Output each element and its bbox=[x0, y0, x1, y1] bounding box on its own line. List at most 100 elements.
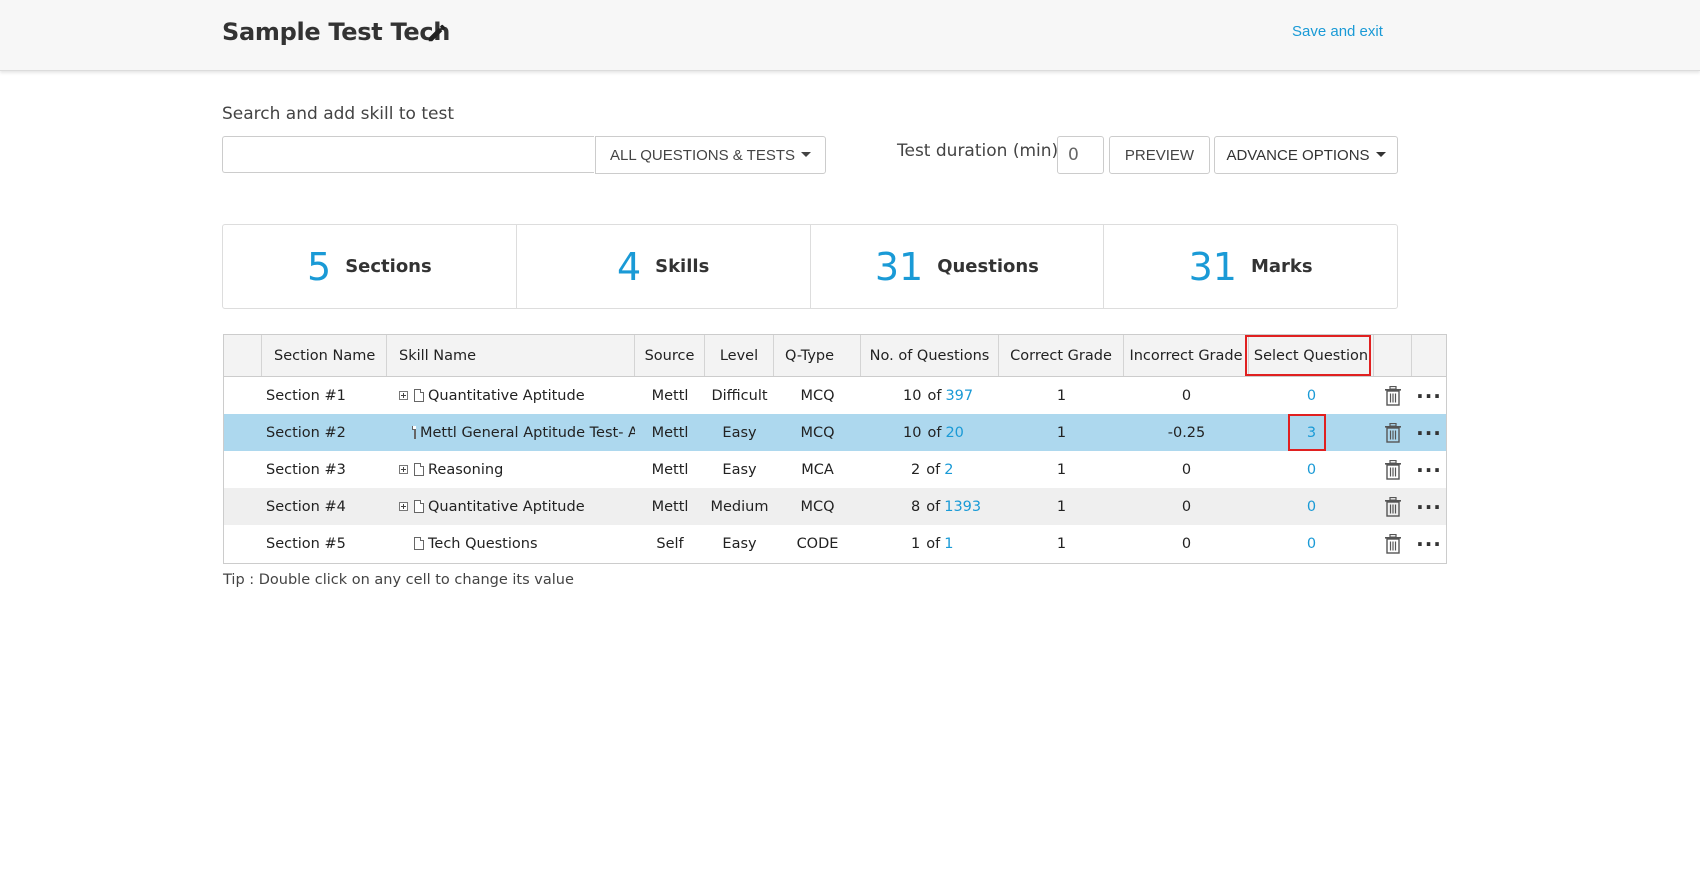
delete-row-button[interactable] bbox=[1374, 525, 1412, 562]
q-type-cell[interactable]: MCQ bbox=[800, 387, 835, 404]
level-cell[interactable]: Difficult bbox=[711, 387, 768, 404]
more-options-button[interactable]: ··· bbox=[1412, 488, 1446, 525]
select-question-link[interactable]: 3 bbox=[1306, 424, 1317, 441]
level-cell[interactable]: Easy bbox=[722, 424, 757, 441]
delete-row-button[interactable] bbox=[1374, 377, 1412, 414]
correct-grade-cell[interactable]: 1 bbox=[1056, 424, 1067, 441]
select-question-link[interactable]: 0 bbox=[1306, 461, 1317, 478]
question-count-cell[interactable]: 8 of 1393 bbox=[861, 488, 999, 525]
expand-plus-icon[interactable] bbox=[399, 502, 408, 511]
source-cell[interactable]: Mettl bbox=[651, 498, 689, 515]
table-row[interactable]: Section #1 Quantitative Aptitude Mettl D… bbox=[224, 377, 1446, 414]
skill-name: Reasoning bbox=[428, 461, 504, 478]
q-type-cell[interactable]: MCQ bbox=[800, 424, 835, 441]
stat-label: Skills bbox=[655, 256, 710, 277]
more-options-button[interactable]: ··· bbox=[1412, 377, 1446, 414]
expand-plus-icon[interactable] bbox=[399, 465, 408, 474]
question-filter-dropdown[interactable]: ALL QUESTIONS & TESTS bbox=[595, 136, 826, 174]
q-type-cell[interactable]: MCQ bbox=[800, 498, 835, 515]
total-questions-link[interactable]: 1393 bbox=[944, 498, 982, 515]
more-dots-icon: ··· bbox=[1416, 494, 1442, 519]
pencil-edit-icon[interactable] bbox=[426, 22, 448, 44]
incorrect-grade-cell[interactable]: 0 bbox=[1181, 535, 1192, 552]
stat-value: 31 bbox=[1188, 244, 1237, 289]
correct-grade-cell[interactable]: 1 bbox=[1056, 498, 1067, 515]
skill-name-cell[interactable]: Mettl General Aptitude Test- Advanced bbox=[399, 414, 635, 451]
incorrect-grade-cell[interactable]: 0 bbox=[1181, 387, 1192, 404]
question-count-cell[interactable]: 1 of 1 bbox=[861, 525, 999, 562]
skill-search-input[interactable] bbox=[222, 136, 594, 173]
document-icon bbox=[414, 500, 424, 513]
q-type-cell[interactable]: CODE bbox=[796, 535, 839, 552]
incorrect-grade-cell[interactable]: 0 bbox=[1181, 461, 1192, 478]
more-options-button[interactable]: ··· bbox=[1412, 451, 1446, 488]
header-source[interactable]: Source bbox=[635, 335, 705, 376]
question-count-cell[interactable]: 10 of 397 bbox=[861, 377, 999, 414]
correct-grade-cell[interactable]: 1 bbox=[1056, 535, 1067, 552]
level-cell[interactable]: Medium bbox=[710, 498, 769, 515]
level-cell[interactable]: Easy bbox=[722, 461, 757, 478]
sections-grid: Section Name Skill Name Source Level Q-T… bbox=[223, 334, 1447, 564]
incorrect-grade-cell[interactable]: -0.25 bbox=[1167, 424, 1206, 441]
table-row[interactable]: Section #5 Tech Questions Self Easy CODE… bbox=[224, 525, 1446, 562]
skill-name-cell[interactable]: Reasoning bbox=[399, 451, 635, 488]
select-question-link[interactable]: 0 bbox=[1306, 535, 1317, 552]
document-icon bbox=[412, 426, 416, 439]
section-name-cell[interactable]: Section #1 bbox=[266, 387, 346, 404]
more-options-button[interactable]: ··· bbox=[1412, 414, 1446, 451]
skill-name-cell[interactable]: Tech Questions bbox=[399, 525, 635, 562]
incorrect-grade-cell[interactable]: 0 bbox=[1181, 498, 1192, 515]
header-incorrect-grade[interactable]: Incorrect Grade bbox=[1124, 335, 1249, 376]
q-type-cell[interactable]: MCA bbox=[801, 461, 834, 478]
header-no-of-questions[interactable]: No. of Questions bbox=[861, 335, 999, 376]
header-select-question[interactable]: Select Question bbox=[1249, 335, 1374, 376]
trash-icon bbox=[1385, 385, 1401, 406]
source-cell[interactable]: Mettl bbox=[651, 387, 689, 404]
source-cell[interactable]: Self bbox=[656, 535, 684, 552]
question-count-cell[interactable]: 10 of 20 bbox=[861, 414, 999, 451]
advance-options-label: ADVANCE OPTIONS bbox=[1226, 146, 1370, 164]
advance-options-button[interactable]: ADVANCE OPTIONS bbox=[1214, 136, 1398, 174]
skill-name: Quantitative Aptitude bbox=[428, 387, 585, 404]
section-name-cell[interactable]: Section #5 bbox=[266, 535, 346, 552]
filter-dropdown-label: ALL QUESTIONS & TESTS bbox=[609, 146, 796, 164]
preview-button[interactable]: PREVIEW bbox=[1109, 136, 1210, 174]
delete-row-button[interactable] bbox=[1374, 488, 1412, 525]
correct-grade-cell[interactable]: 1 bbox=[1056, 387, 1067, 404]
test-duration-input[interactable] bbox=[1057, 136, 1104, 174]
table-row[interactable]: Section #4 Quantitative Aptitude Mettl M… bbox=[224, 488, 1446, 525]
more-options-button[interactable]: ··· bbox=[1412, 525, 1446, 562]
save-and-exit-link[interactable]: Save and exit bbox=[1292, 23, 1383, 40]
of-label: of bbox=[926, 535, 941, 552]
stat-value: 5 bbox=[307, 244, 332, 289]
stat-skills: 4 Skills bbox=[517, 225, 811, 308]
total-questions-link[interactable]: 1 bbox=[944, 535, 954, 552]
header-skill-name[interactable]: Skill Name bbox=[387, 335, 635, 376]
total-questions-link[interactable]: 2 bbox=[944, 461, 954, 478]
skill-name-cell[interactable]: Quantitative Aptitude bbox=[399, 488, 635, 525]
source-cell[interactable]: Mettl bbox=[651, 424, 689, 441]
source-cell[interactable]: Mettl bbox=[651, 461, 689, 478]
section-name-cell[interactable]: Section #2 bbox=[266, 424, 346, 441]
select-question-link[interactable]: 0 bbox=[1306, 387, 1317, 404]
delete-row-button[interactable] bbox=[1374, 451, 1412, 488]
question-count-cell[interactable]: 2 of 2 bbox=[861, 451, 999, 488]
total-questions-link[interactable]: 397 bbox=[945, 387, 974, 404]
header-section-name[interactable]: Section Name bbox=[262, 335, 387, 376]
select-question-link[interactable]: 0 bbox=[1306, 498, 1317, 515]
header-more-column bbox=[1412, 335, 1446, 376]
section-name-cell[interactable]: Section #4 bbox=[266, 498, 346, 515]
delete-row-button[interactable] bbox=[1374, 414, 1412, 451]
test-summary-stats: 5 Sections 4 Skills 31 Questions 31 Mark… bbox=[222, 224, 1398, 309]
header-level[interactable]: Level bbox=[705, 335, 774, 376]
expand-plus-icon[interactable] bbox=[399, 391, 408, 400]
correct-grade-cell[interactable]: 1 bbox=[1056, 461, 1067, 478]
table-row[interactable]: Section #3 Reasoning Mettl Easy MCA 2 of… bbox=[224, 451, 1446, 488]
section-name-cell[interactable]: Section #3 bbox=[266, 461, 346, 478]
total-questions-link[interactable]: 20 bbox=[945, 424, 964, 441]
header-q-type[interactable]: Q-Type bbox=[774, 335, 861, 376]
header-correct-grade[interactable]: Correct Grade bbox=[999, 335, 1124, 376]
level-cell[interactable]: Easy bbox=[722, 535, 757, 552]
skill-name-cell[interactable]: Quantitative Aptitude bbox=[399, 377, 635, 414]
table-row[interactable]: Section #2 Mettl General Aptitude Test- … bbox=[224, 414, 1446, 451]
